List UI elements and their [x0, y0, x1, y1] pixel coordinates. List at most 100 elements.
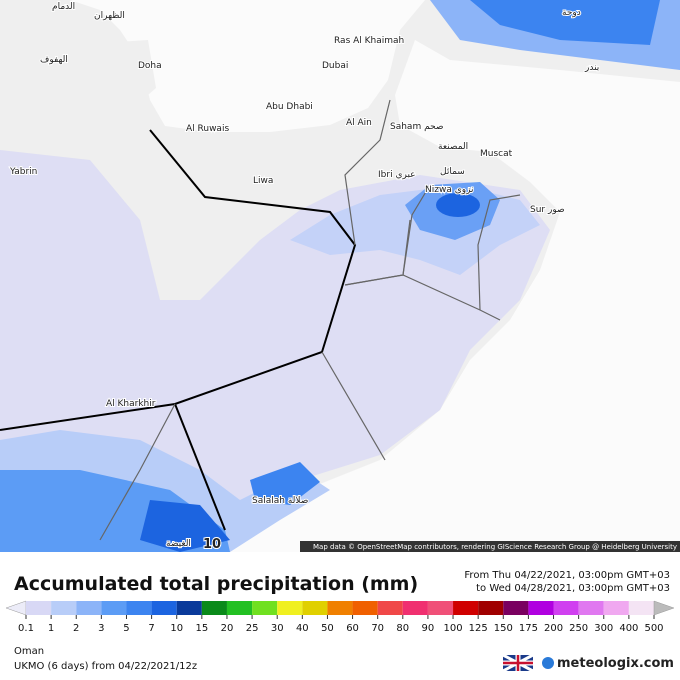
colorbar-segment	[126, 601, 152, 615]
scale-value: 10	[203, 537, 221, 552]
colorbar-tick-label: 150	[494, 623, 513, 634]
attribution: Map data © OpenStreetMap contributors, r…	[313, 543, 677, 551]
place-label: Sur صور	[530, 205, 565, 215]
colorbar-tick-label: 10	[170, 623, 183, 634]
place-label: سمائل	[440, 167, 465, 177]
colorbar-over	[653, 600, 675, 616]
colorbar-segment	[26, 601, 52, 615]
colorbar-tick-label: 15	[195, 623, 208, 634]
colorbar-tick-label: 70	[371, 623, 384, 634]
colorbar-tick-label: 50	[321, 623, 334, 634]
precip-7	[250, 462, 320, 505]
colorbar-segment	[277, 601, 303, 615]
place-label: الدمام	[52, 2, 75, 12]
region-line	[344, 274, 501, 321]
precip-9	[470, 0, 660, 45]
sea	[200, 40, 680, 552]
colorbar-tick-label: 0.1	[18, 623, 34, 634]
colorbar-tick-label: 7	[148, 623, 154, 634]
flag-cross	[503, 655, 533, 671]
brand-logo	[542, 657, 554, 669]
colorbar-tick-label: 30	[271, 623, 284, 634]
legend: Accumulated total precipitation (mm) Fro…	[5, 570, 675, 673]
place-label: الظهران	[94, 11, 125, 21]
model-run: UKMO (6 days) from 04/22/2021/12z	[14, 661, 197, 672]
place-label: الهفوف	[40, 55, 68, 65]
colorbar-segment	[176, 601, 202, 615]
region-line	[321, 351, 386, 461]
colorbar-tick-label: 80	[396, 623, 409, 634]
place-label: Abu Dhabi	[266, 102, 313, 112]
place-label: Liwa	[253, 176, 273, 186]
map: الدمام الظهران الهفوف Doha Ras Al Khaima…	[0, 0, 680, 552]
colorbar-segment	[377, 601, 403, 615]
colorbar-segment	[51, 601, 77, 615]
period-to: to Wed 04/28/2021, 03:00pm GMT+03	[476, 583, 670, 594]
precip-3	[436, 193, 480, 217]
precip-6	[140, 500, 230, 552]
colorbar-tick-label: 60	[346, 623, 359, 634]
colorbar-segment	[528, 601, 554, 615]
place-labels: الدمام الظهران الهفوف Doha Ras Al Khaima…	[8, 1, 600, 552]
colorbar-tick-label: 40	[296, 623, 309, 634]
colorbar-tick-label: 2	[73, 623, 79, 634]
colorbar-tick-label: 175	[519, 623, 538, 634]
region-line	[344, 99, 391, 246]
colorbar-segment	[76, 601, 102, 615]
colorbar-tick-label: 100	[443, 623, 462, 634]
gulf	[70, 0, 425, 132]
colorbar: 0.1 1 2 3 5 7 10 15 20 25 30 40 50 60 70 80 90 100 125 150 1…	[5, 600, 675, 634]
flag	[502, 653, 534, 673]
border	[174, 403, 226, 531]
place-label: Ras Al Khaimah	[334, 36, 404, 46]
colorbar-segment	[151, 601, 177, 615]
place-label: دوحة	[562, 8, 581, 18]
colorbar-tick-label: 400	[619, 623, 638, 634]
colorbar-segment	[201, 601, 227, 615]
brand[interactable]: meteologix.com	[557, 656, 674, 671]
colorbar-segment	[226, 601, 253, 615]
colorbar-segment	[453, 601, 479, 615]
colorbar-tick-label: 200	[544, 623, 563, 634]
qatar	[118, 40, 156, 102]
place-label: Yabrin	[9, 167, 37, 177]
colorbar-tick-label: 5	[123, 623, 129, 634]
colorbar-tick-label: 25	[246, 623, 259, 634]
region-line	[402, 184, 431, 276]
colorbar-segment	[603, 601, 629, 615]
colorbar-segment	[402, 601, 428, 615]
colorbar-segment	[478, 601, 504, 615]
place-label: بندر	[584, 63, 599, 73]
colorbar-segment	[427, 601, 454, 615]
place-label: Al Kharkhir	[106, 399, 156, 409]
colorbar-segment	[352, 601, 378, 615]
colorbar-segment	[252, 601, 278, 615]
colorbar-segment	[327, 601, 353, 615]
colorbar-segment	[628, 601, 654, 615]
colorbar-tick-label: 125	[469, 623, 488, 634]
place-label: Al Ruwais	[186, 124, 229, 134]
colorbar-segment	[578, 601, 604, 615]
colorbar-under	[5, 600, 27, 616]
place-label: Dubai	[322, 61, 348, 71]
region: Oman	[14, 646, 44, 657]
region-line	[99, 403, 176, 541]
place-label: Salalah صلالة	[252, 496, 308, 506]
attribution-bg	[300, 541, 680, 552]
colorbar-tick-label: 250	[569, 623, 588, 634]
colorbar-tick-label: 300	[594, 623, 613, 634]
place-label: Nizwa نزوى	[425, 185, 474, 195]
period-from: From Thu 04/22/2021, 03:00pm GMT+03	[464, 570, 670, 581]
colorbar-segment	[503, 601, 529, 615]
place-label: Al Ain	[346, 118, 372, 128]
place-label: المصنعة	[438, 142, 468, 152]
region-line	[477, 194, 521, 311]
colorbar-tick-label: 3	[98, 623, 104, 634]
place-label: الغيضة	[166, 539, 191, 549]
regions	[99, 99, 521, 541]
colorbar-segment	[553, 601, 579, 615]
colorbar-segment	[302, 601, 328, 615]
colorbar-segment	[101, 601, 127, 615]
place-label: Doha	[138, 61, 162, 71]
